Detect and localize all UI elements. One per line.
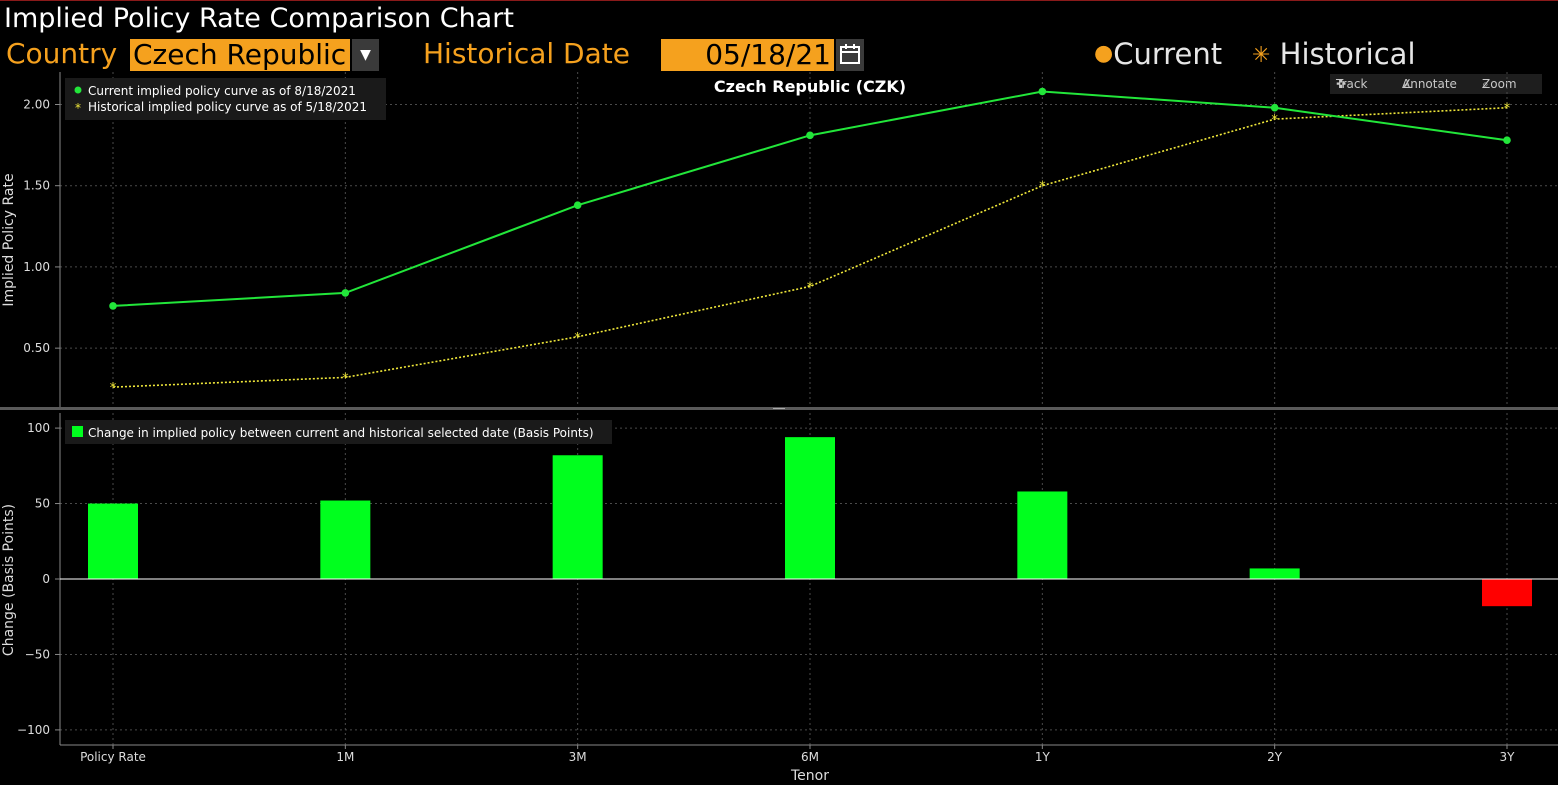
current-point — [1038, 87, 1047, 96]
legend-historical-marker: * — [75, 101, 81, 115]
x-tick-label: Policy Rate — [80, 750, 146, 764]
country-label: Country — [6, 37, 118, 70]
legend-change-marker — [72, 426, 83, 437]
bottom-y-ticks: 100 50 0 −50 −100 — [17, 421, 60, 737]
bottom-y-tick-label: 0 — [42, 572, 50, 586]
historical-point: * — [342, 371, 349, 386]
current-point — [109, 302, 117, 310]
current-point — [806, 131, 814, 140]
historical-point: * — [110, 381, 117, 396]
zoom-label: Zoom — [1482, 77, 1517, 91]
calendar-button[interactable] — [836, 39, 864, 71]
top-y-tick-label: 1.00 — [23, 260, 50, 274]
historical-date-label: Historical Date — [423, 37, 630, 70]
top-legend: Current implied policy curve as of 8/18/… — [65, 78, 386, 120]
calendar-icon — [840, 44, 860, 64]
change-bar — [1017, 491, 1068, 579]
legend-current-series: Current implied policy curve as of 8/18/… — [88, 84, 356, 98]
top-chart-title: Czech Republic (CZK) — [714, 77, 906, 96]
bottom-y-tick-label: −50 — [25, 647, 50, 661]
legend-current[interactable]: ●Current — [1094, 36, 1222, 72]
magnifier-icon: ⌕ — [1482, 77, 1489, 91]
top-legend-box — [65, 78, 386, 120]
change-bar — [1249, 568, 1300, 579]
current-point — [341, 289, 350, 297]
legend-historical[interactable]: ✳ Historical — [1252, 36, 1416, 74]
change-bar — [88, 503, 138, 579]
historical-date-input[interactable]: 05/18/21 — [661, 39, 834, 71]
historical-point: * — [1504, 102, 1511, 117]
bottom-legend: Change in implied policy between current… — [65, 420, 612, 444]
chevron-down-icon: ▼ — [360, 47, 371, 63]
country-select[interactable]: Czech Republic — [130, 39, 350, 71]
change-bar — [552, 455, 603, 579]
x-tick-label: 3Y — [1500, 750, 1516, 764]
legend-current-label: Current — [1113, 37, 1223, 71]
top-y-axis-label: Implied Policy Rate — [1, 173, 17, 306]
chart-toolbar: ✜ Track ∠ Annotate ⌕ Zoom — [1330, 74, 1542, 94]
bottom-y-tick-label: 100 — [27, 421, 50, 435]
pencil-icon: ∠ — [1402, 77, 1413, 91]
change-bar — [1482, 579, 1532, 607]
top-y-tick-label: 1.50 — [23, 179, 50, 193]
top-y-tick-label: 0.50 — [23, 341, 50, 355]
x-tick-label: 6M — [801, 750, 819, 764]
bottom-y-tick-label: −100 — [17, 723, 50, 737]
top-series-group: * * * * * * * — [109, 87, 1511, 396]
track-label: Track — [1336, 77, 1368, 91]
change-bar — [320, 500, 371, 579]
bottom-legend-box — [65, 420, 612, 444]
historical-series-line — [112, 106, 1508, 388]
x-tick-label: 2Y — [1267, 750, 1283, 764]
historical-point: * — [1271, 113, 1278, 128]
x-tick-label: 1Y — [1035, 750, 1051, 764]
country-dropdown-button[interactable]: ▼ — [352, 39, 379, 71]
current-point — [573, 201, 582, 209]
bottom-y-axis-label: Change (Basis Points) — [1, 504, 17, 656]
top-border — [0, 0, 1558, 1]
legend-historical-label: Historical — [1279, 37, 1416, 71]
historical-point: * — [574, 331, 581, 346]
current-point — [1503, 136, 1511, 145]
annotate-label: Annotate — [1402, 77, 1457, 91]
historical-star-icon: ✳ — [1252, 43, 1271, 68]
legend-current-marker — [74, 86, 82, 94]
change-bar — [785, 437, 835, 579]
top-y-tick-label: 2.00 — [23, 97, 50, 111]
window-title: Implied Policy Rate Comparison Chart — [4, 3, 514, 34]
legend-historical-series: Historical implied policy curve as of 5/… — [88, 100, 367, 114]
historical-point: * — [807, 280, 814, 295]
bottom-bars-group — [88, 437, 1532, 607]
x-tick-label: 3M — [569, 750, 587, 764]
x-tick-label: 1M — [336, 750, 354, 764]
top-gridlines — [60, 72, 1558, 405]
x-ticks: Policy Rate 1M 3M 6M 1Y 2Y 3Y — [80, 745, 1515, 764]
bottom-y-tick-label: 50 — [35, 497, 50, 511]
crosshair-icon: ✜ — [1336, 77, 1347, 91]
current-point — [1270, 103, 1279, 112]
historical-point: * — [1039, 180, 1046, 195]
current-dot-icon: ● — [1094, 41, 1114, 66]
top-y-ticks: 0.50 1.00 1.50 2.00 — [23, 97, 60, 355]
legend-change-series: Change in implied policy between current… — [88, 426, 594, 440]
x-axis-label: Tenor — [790, 768, 829, 784]
